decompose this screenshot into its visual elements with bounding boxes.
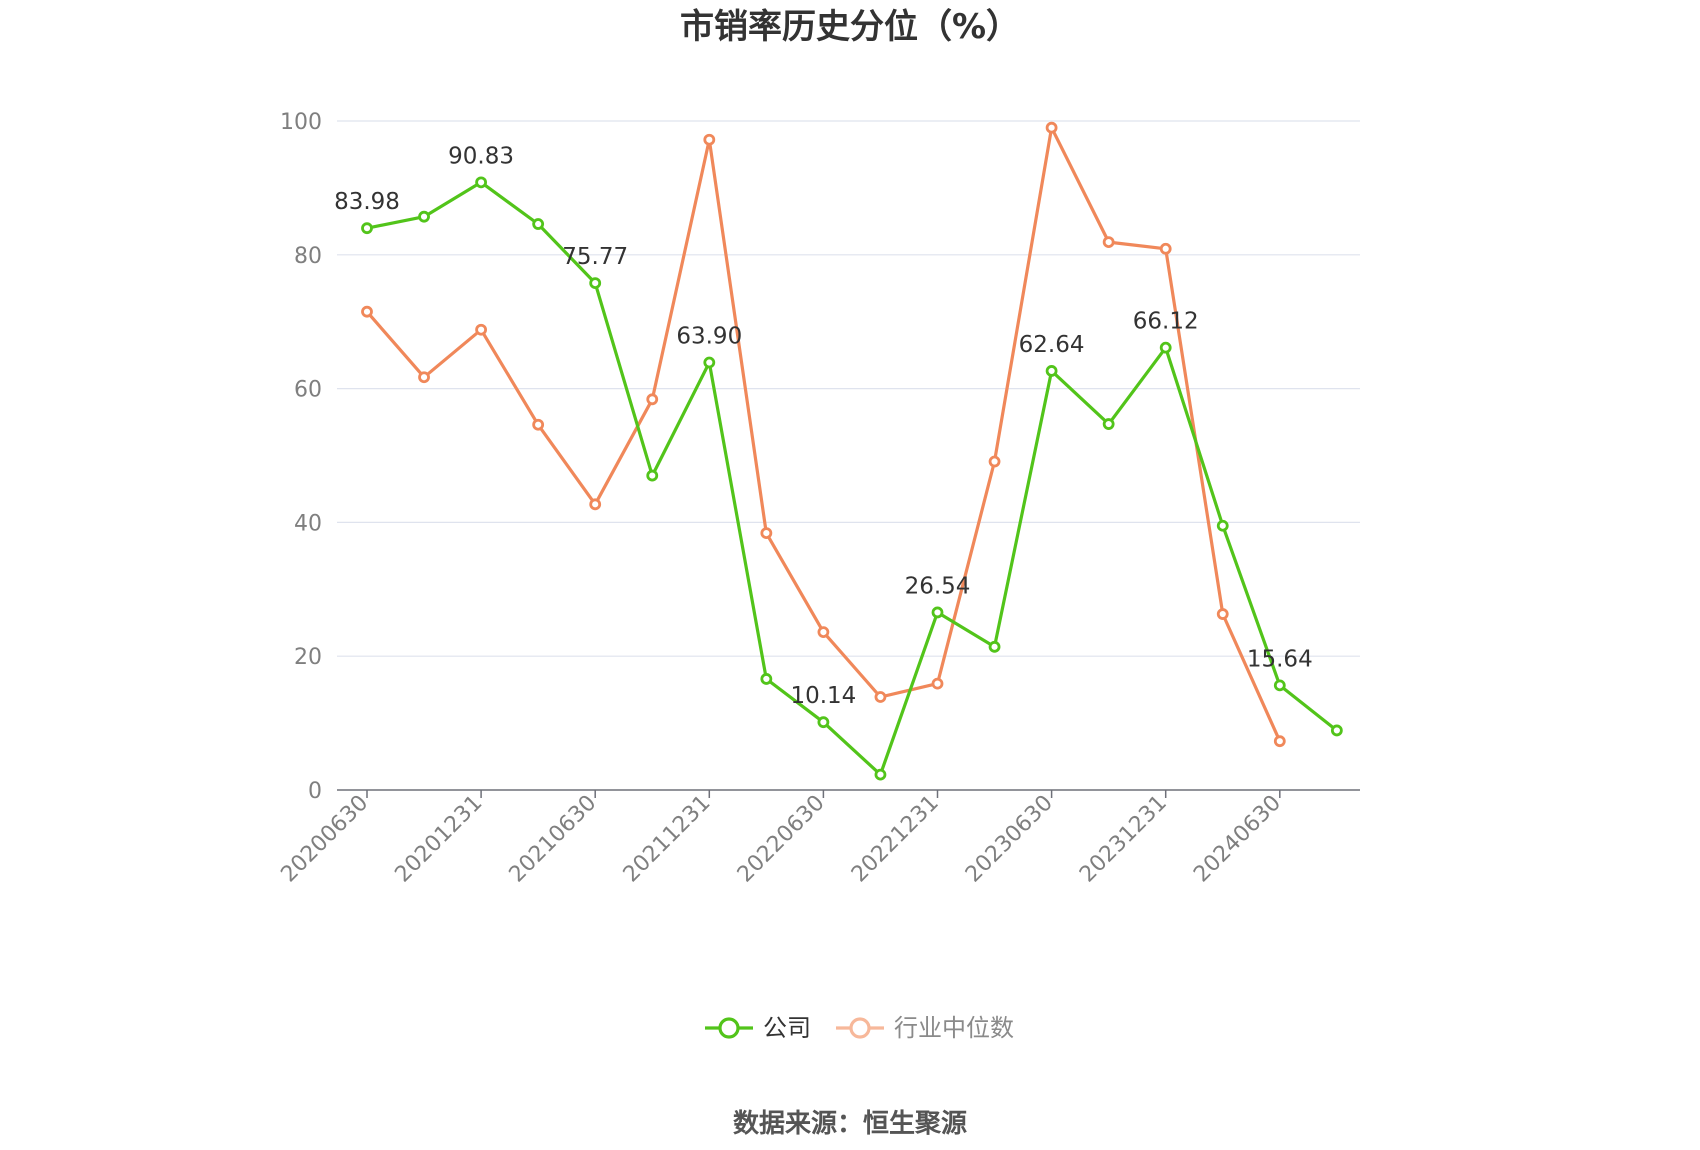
data-label: 66.12: [1133, 309, 1199, 335]
data-point: [1159, 341, 1172, 354]
legend-label: 行业中位数: [894, 1014, 1014, 1042]
data-point: [760, 673, 773, 685]
data-point: [817, 626, 830, 639]
data-point: [1273, 679, 1286, 692]
y-tick-label: 100: [280, 110, 322, 135]
data-point: [532, 418, 545, 431]
data-point: [418, 210, 430, 223]
legend-item-1[interactable]: 行业中位数: [836, 1014, 1014, 1042]
data-point: [532, 218, 545, 230]
data-label: 26.54: [905, 573, 971, 599]
data-point: [1273, 735, 1286, 748]
y-tick-label: 40: [294, 511, 322, 536]
data-label: 90.83: [448, 143, 514, 169]
data-point: [874, 768, 887, 781]
data-point: [1216, 608, 1229, 620]
x-tick-label: 20231231: [1075, 791, 1172, 888]
x-tick-label: 20211231: [619, 791, 716, 888]
x-tick-label: 20210630: [505, 791, 602, 888]
data-point: [760, 527, 773, 540]
chart-title: 市销率历史分位（%）: [680, 7, 1020, 47]
data-labels: 83.98 90.83 75.77 63.90 10.14 26.54 62.64 66.12…: [334, 143, 1313, 709]
y-tick-label: 20: [294, 645, 322, 670]
y-tick-label: 60: [294, 378, 322, 403]
data-point: [475, 176, 488, 189]
data-point: [361, 222, 373, 235]
series-line-0: [366, 180, 1338, 777]
data-label: 15.64: [1247, 646, 1313, 672]
data-point: [1102, 418, 1115, 430]
data-label: 63.90: [676, 324, 742, 350]
series-layer: [361, 121, 1343, 781]
data-label: 83.98: [334, 189, 400, 215]
x-tick-label: 20200630: [276, 791, 373, 888]
data-point: [703, 133, 716, 146]
legend-marker: [718, 1017, 740, 1039]
data-point: [988, 455, 1001, 468]
data-point: [1102, 236, 1115, 248]
data-point: [646, 469, 659, 482]
data-point: [418, 371, 430, 384]
data-point: [589, 498, 602, 511]
legend-label: 公司: [763, 1014, 811, 1042]
legend[interactable]: 公司 行业中位数: [705, 1014, 1014, 1042]
x-tick-label: 20230630: [961, 791, 1058, 888]
data-label: 10.14: [790, 683, 856, 709]
data-point: [1216, 519, 1229, 532]
legend-marker: [849, 1017, 871, 1039]
data-point: [646, 393, 659, 406]
x-tick-label: 20221231: [847, 791, 944, 888]
x-tick-label: 20201231: [390, 791, 487, 888]
data-point: [988, 640, 1001, 653]
data-point: [475, 323, 488, 336]
data-point: [931, 606, 944, 619]
series-line-1: [365, 126, 1282, 742]
grid-lines: [337, 120, 1360, 657]
data-label: 62.64: [1019, 332, 1085, 358]
x-tick-label: 20220630: [733, 791, 830, 888]
y-axis: 0 20 40 60 80 100: [280, 110, 322, 804]
legend-item-0[interactable]: 公司: [705, 1014, 811, 1042]
data-point: [1330, 724, 1343, 737]
data-label: 75.77: [562, 244, 628, 270]
data-point: [1045, 121, 1058, 134]
y-tick-label: 0: [308, 779, 322, 804]
y-tick-label: 80: [294, 244, 322, 269]
data-point: [931, 677, 944, 690]
x-tick-label: 20240630: [1189, 791, 1286, 888]
data-point: [361, 305, 373, 318]
source-note: 数据来源：恒生聚源: [733, 1109, 967, 1139]
data-point: [1045, 365, 1058, 377]
data-point: [874, 691, 887, 703]
data-point: [817, 716, 830, 729]
x-axis: 20200630 20201231 20210630 20211231 20220630…: [276, 789, 1360, 888]
data-point: [703, 356, 716, 369]
data-point: [1159, 242, 1172, 255]
data-point: [589, 277, 602, 289]
